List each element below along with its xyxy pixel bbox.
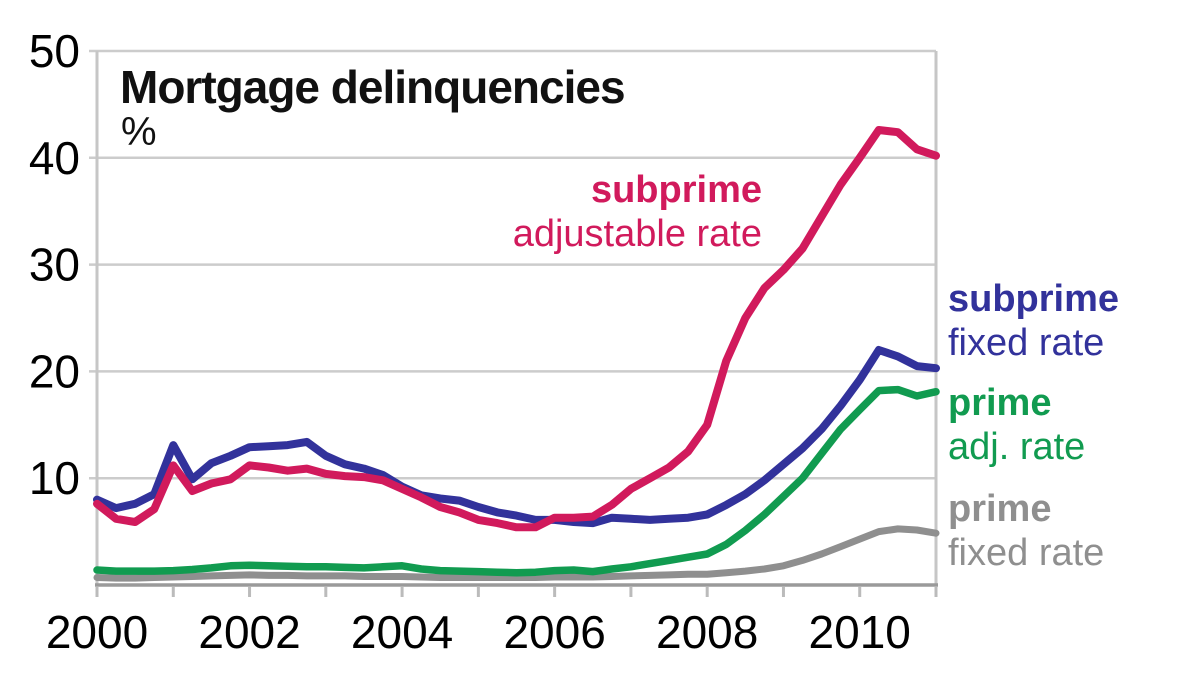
y-tick-label-20: 20 [29, 345, 80, 397]
series-label-line1: subprime [590, 169, 762, 211]
series-line-prime-adj-rate [93, 385, 940, 577]
x-tick-label-2010: 2010 [809, 606, 911, 658]
series-label-line2: adj. rate [948, 426, 1086, 468]
series-line-prime-fixed-rate [93, 525, 940, 582]
series-label-line2: fixed rate [948, 322, 1105, 364]
x-tick-label-2000: 2000 [46, 606, 148, 658]
series-label-subprime-fixed-rate: subprime fixed rate [948, 277, 1119, 365]
x-tick-label-2004: 2004 [351, 606, 453, 658]
chart-title: Mortgage delinquencies [120, 61, 626, 113]
y-tick-label-40: 40 [29, 132, 80, 184]
series-label-prime-fixed-rate: prime fixed rate [948, 487, 1104, 575]
series-label-line2: adjustable rate [512, 213, 762, 255]
x-tick-label-2008: 2008 [656, 606, 758, 658]
series-label-line1: prime [948, 382, 1052, 424]
y-tick-label-50: 50 [29, 25, 80, 77]
series-line-subprime-adjustable-rate [93, 126, 940, 532]
y-tick-label-10: 10 [29, 452, 80, 504]
y-tick-label-30: 30 [29, 239, 80, 291]
series-line-subprime-fixed-rate [93, 346, 940, 528]
series-label-line1: prime [948, 488, 1052, 530]
y-axis-unit-label: % [121, 110, 157, 154]
series-label-line1: subprime [948, 278, 1120, 320]
x-tick-label-2002: 2002 [198, 606, 300, 658]
x-tick-label-2006: 2006 [503, 606, 605, 658]
series-label-prime-adj-rate: prime adj. rate [948, 381, 1085, 469]
series-label-subprime-adjustable-rate: subprime adjustable rate [513, 168, 762, 256]
series-label-line2: fixed rate [948, 532, 1105, 574]
